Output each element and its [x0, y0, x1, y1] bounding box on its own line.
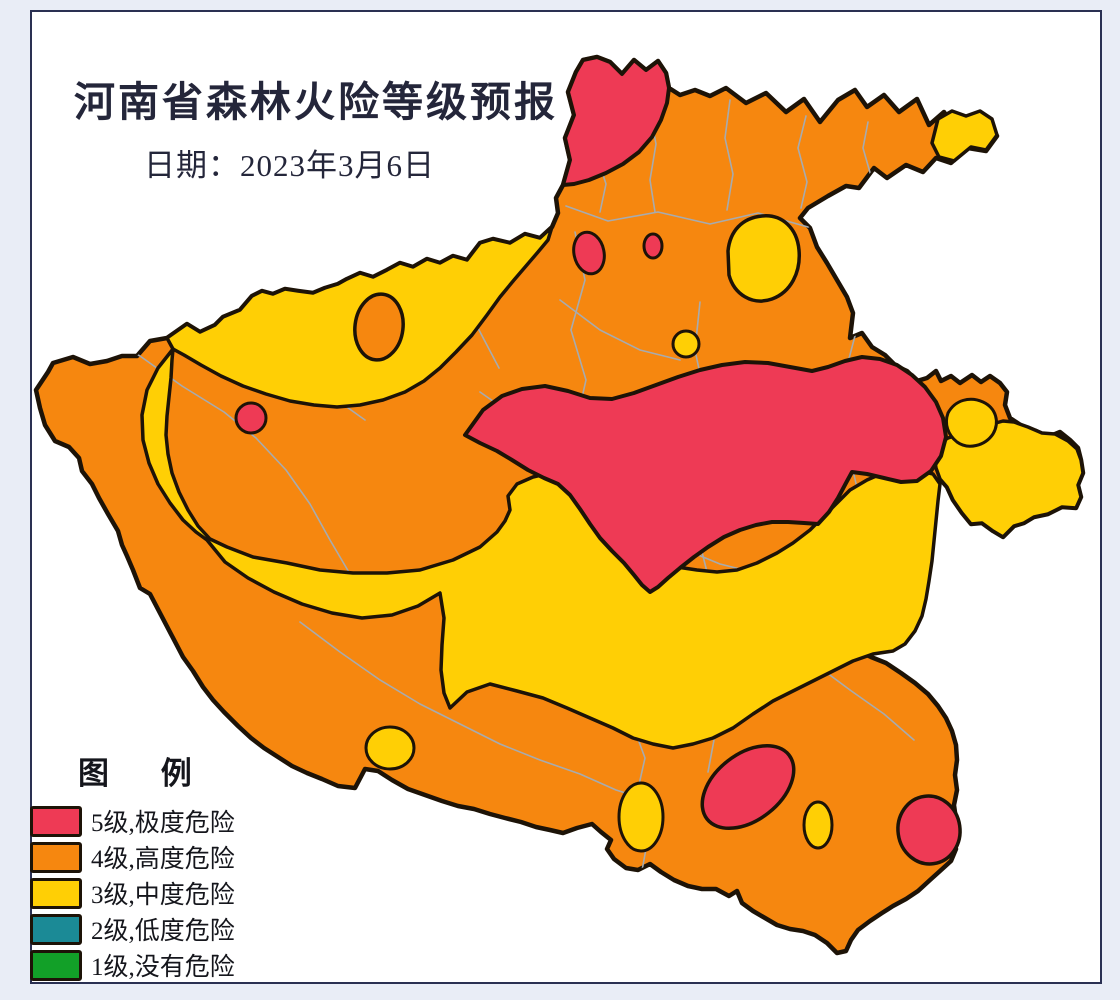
legend-label-level2: 2级,低度危险: [91, 918, 235, 945]
legend-item-level5: 5级,极度危险: [30, 803, 235, 839]
legend-swatch-level2: [30, 913, 82, 945]
legend-label-level5: 5级,极度危险: [91, 810, 235, 837]
legend-title: 图 例: [78, 756, 214, 791]
legend-item-level3: 3级,中度危险: [30, 875, 235, 911]
legend-label-level3: 3级,中度危险: [91, 882, 235, 909]
legend-swatch-level1: [30, 949, 82, 981]
legend-swatch-level5: [30, 805, 82, 837]
legend-swatch-level3: [30, 877, 82, 909]
legend-swatch-level4: [30, 841, 82, 873]
legend-label-level4: 4级,高度危险: [91, 846, 235, 873]
legend: 图 例 5级,极度危险 4级,高度危险 3级,中度危险 2级,低度危险 1级,没…: [30, 748, 235, 983]
legend-label-level1: 1级,没有危险: [91, 954, 235, 981]
legend-item-level2: 2级,低度危险: [30, 911, 235, 947]
page-title: 河南省森林火险等级预报: [74, 79, 558, 125]
legend-item-level1: 1级,没有危险: [30, 947, 235, 983]
legend-item-level4: 4级,高度危险: [30, 839, 235, 875]
forecast-date: 日期：2023年3月6日: [144, 148, 435, 183]
